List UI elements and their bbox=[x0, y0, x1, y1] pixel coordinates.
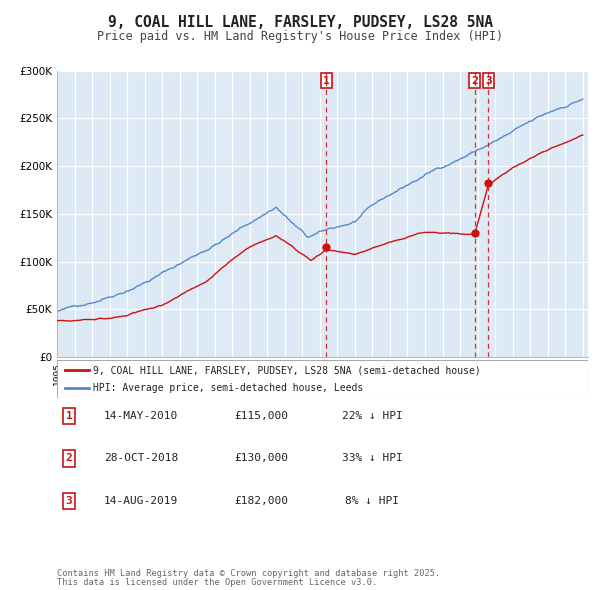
Text: 1: 1 bbox=[323, 76, 330, 86]
Text: 1: 1 bbox=[65, 411, 73, 421]
Text: 9, COAL HILL LANE, FARSLEY, PUDSEY, LS28 5NA (semi-detached house): 9, COAL HILL LANE, FARSLEY, PUDSEY, LS28… bbox=[93, 365, 481, 375]
Text: 28-OCT-2018: 28-OCT-2018 bbox=[104, 454, 178, 463]
Text: 2: 2 bbox=[65, 454, 73, 463]
Text: £182,000: £182,000 bbox=[234, 496, 288, 506]
FancyBboxPatch shape bbox=[57, 360, 588, 398]
Text: 2: 2 bbox=[471, 76, 478, 86]
Text: 14-MAY-2010: 14-MAY-2010 bbox=[104, 411, 178, 421]
Text: £115,000: £115,000 bbox=[234, 411, 288, 421]
Text: This data is licensed under the Open Government Licence v3.0.: This data is licensed under the Open Gov… bbox=[57, 578, 377, 588]
Text: 22% ↓ HPI: 22% ↓ HPI bbox=[341, 411, 403, 421]
Text: 14-AUG-2019: 14-AUG-2019 bbox=[104, 496, 178, 506]
Text: £130,000: £130,000 bbox=[234, 454, 288, 463]
Text: Price paid vs. HM Land Registry's House Price Index (HPI): Price paid vs. HM Land Registry's House … bbox=[97, 30, 503, 43]
Text: Contains HM Land Registry data © Crown copyright and database right 2025.: Contains HM Land Registry data © Crown c… bbox=[57, 569, 440, 578]
Text: 8% ↓ HPI: 8% ↓ HPI bbox=[345, 496, 399, 506]
Text: 3: 3 bbox=[485, 76, 492, 86]
Text: 9, COAL HILL LANE, FARSLEY, PUDSEY, LS28 5NA: 9, COAL HILL LANE, FARSLEY, PUDSEY, LS28… bbox=[107, 15, 493, 30]
Text: HPI: Average price, semi-detached house, Leeds: HPI: Average price, semi-detached house,… bbox=[93, 383, 364, 393]
Text: 33% ↓ HPI: 33% ↓ HPI bbox=[341, 454, 403, 463]
Text: 3: 3 bbox=[65, 496, 73, 506]
